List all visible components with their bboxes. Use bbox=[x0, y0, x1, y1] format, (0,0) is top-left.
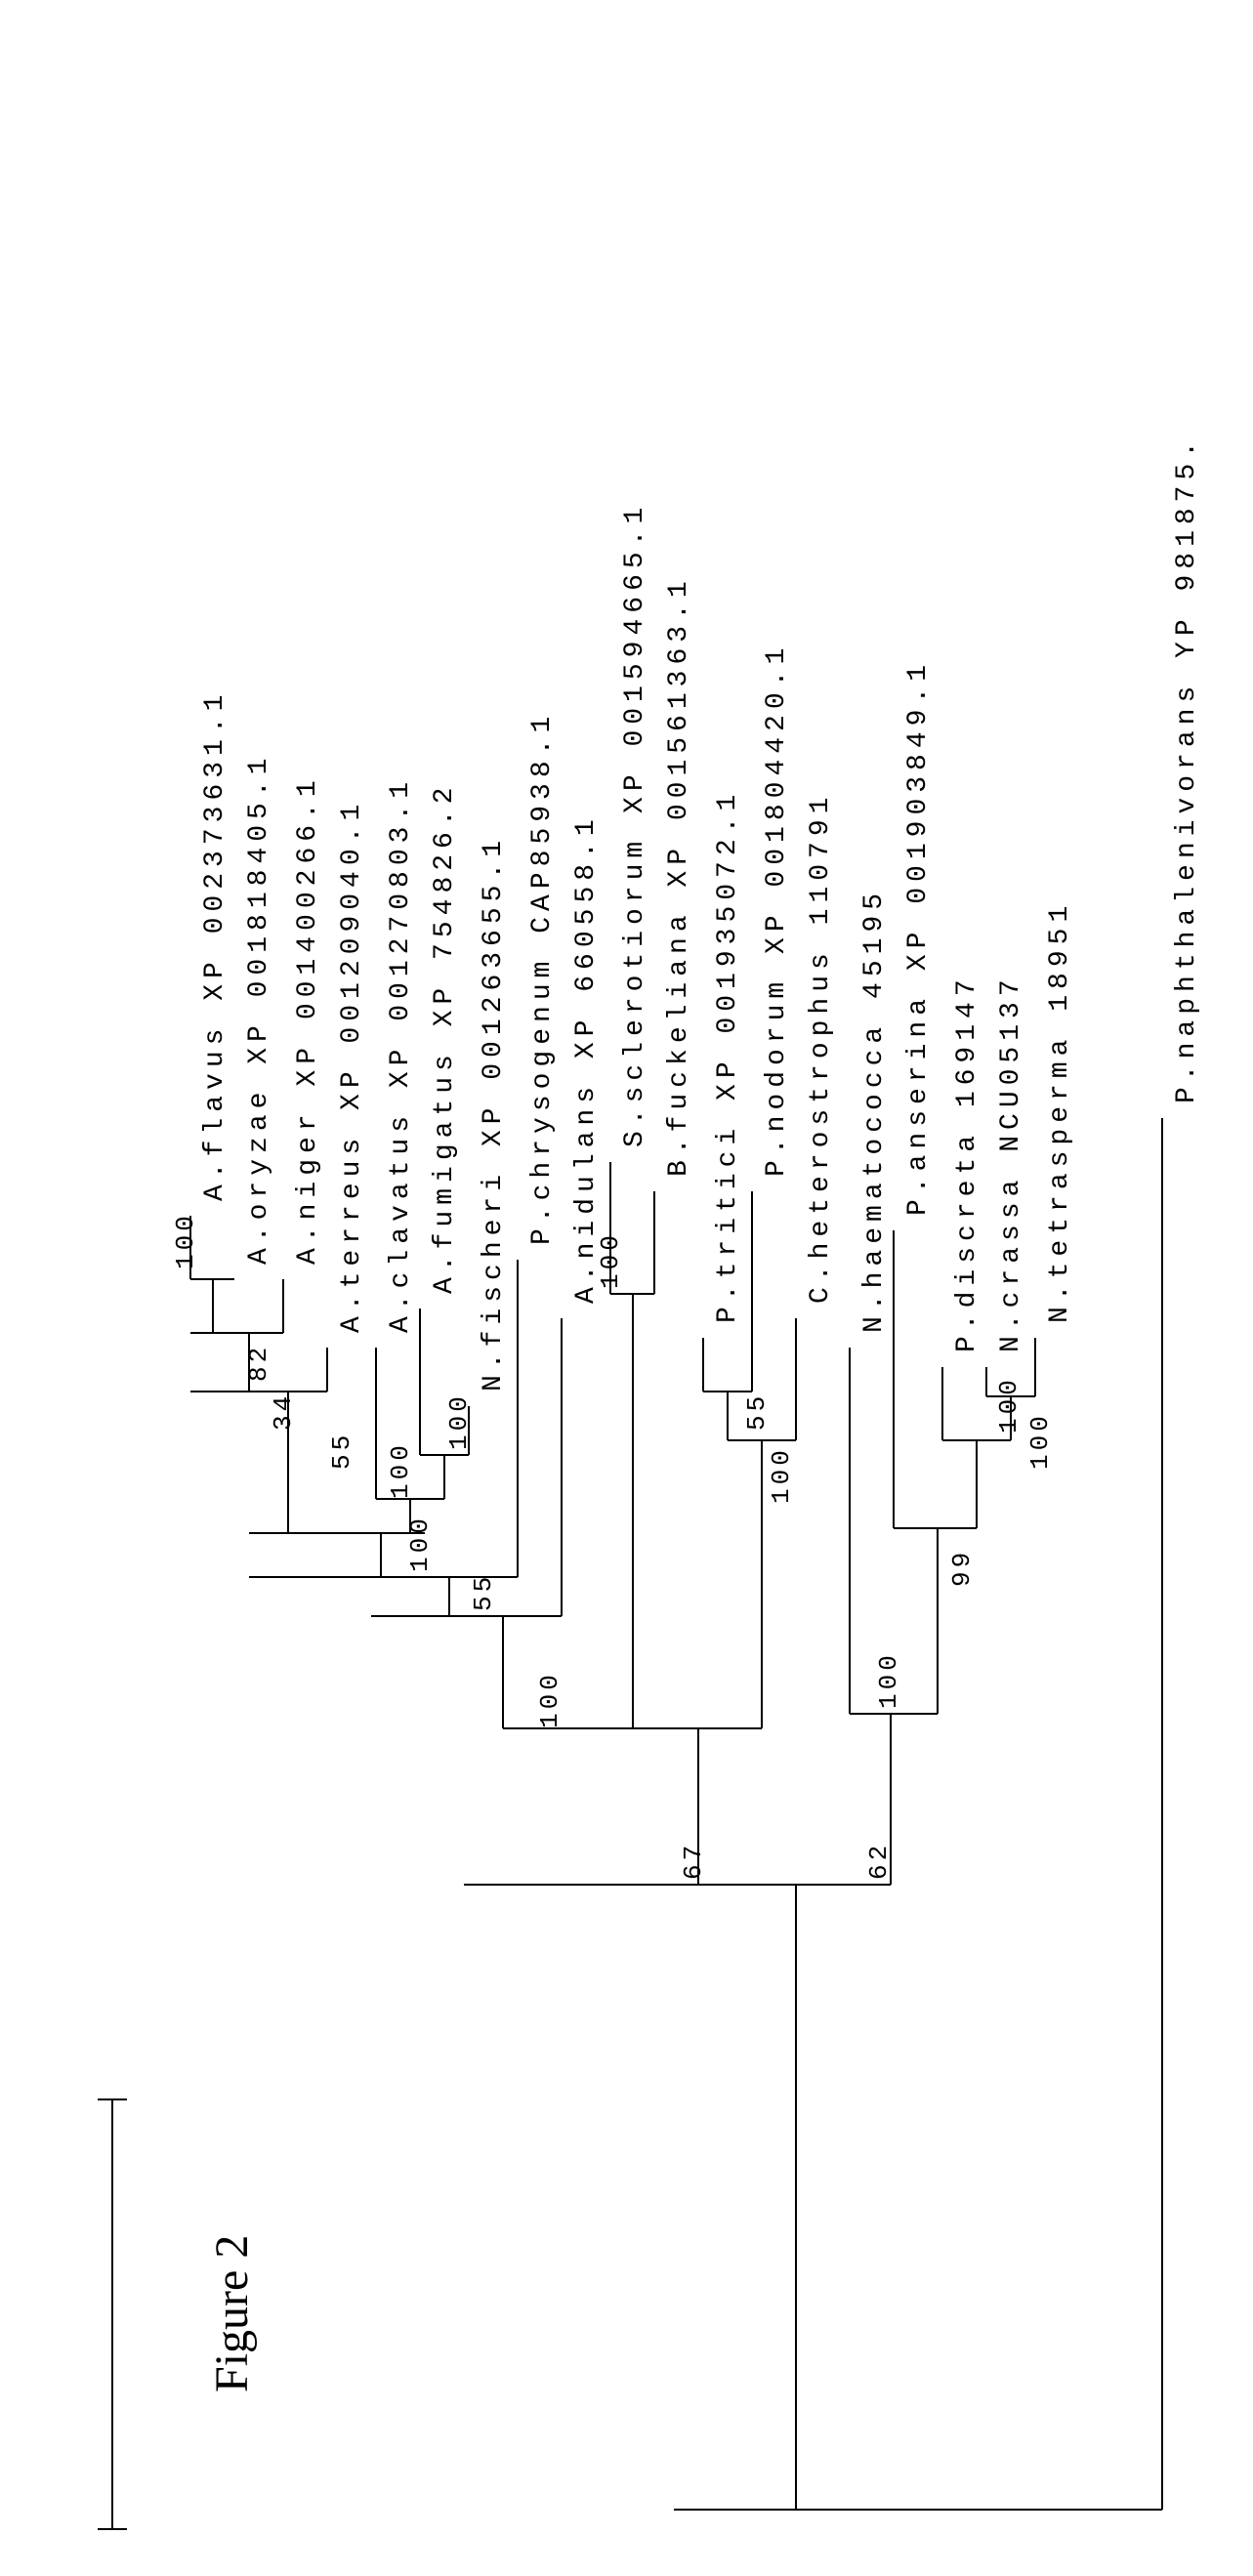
taxon-label: A.fumigatus XP 754826.2 bbox=[430, 782, 460, 1294]
taxon-label: N.tetrasperma 18951 bbox=[1045, 900, 1075, 1323]
bootstrap-value: 55 bbox=[327, 1432, 356, 1470]
taxon-label: C.heterostrophus 110791 bbox=[806, 792, 836, 1304]
bootstrap-value: 100 bbox=[767, 1446, 796, 1504]
bootstrap-value: 55 bbox=[469, 1573, 498, 1611]
bootstrap-value: 34 bbox=[269, 1392, 298, 1431]
bootstrap-value: 100 bbox=[874, 1651, 903, 1709]
taxon-label: N.crassa NCU05137 bbox=[996, 974, 1026, 1352]
taxon-label: A.terreus XP 001209040.1 bbox=[337, 799, 367, 1333]
bootstrap-value: 62 bbox=[864, 1842, 894, 1880]
bootstrap-value: 100 bbox=[171, 1212, 200, 1269]
taxon-label: N.haematococca 45195 bbox=[859, 888, 890, 1333]
taxon-label: P.naphthalenivorans YP 981875. bbox=[1172, 436, 1202, 1103]
taxon-label: A.oryzae XP 001818405.1 bbox=[244, 753, 274, 1265]
figure-title: Figure 2 bbox=[205, 2235, 259, 2392]
taxon-label: P.tritici XP 001935072.1 bbox=[713, 789, 743, 1323]
phylogenetic-tree-figure: Figure 2 A.flavus XP 002373631.1 A.oryzae… bbox=[0, 0, 1253, 2576]
taxon-label: A.clavatus XP 001270803.1 bbox=[386, 776, 416, 1333]
bootstrap-value: 55 bbox=[742, 1392, 772, 1431]
bootstrap-value: 99 bbox=[947, 1549, 977, 1587]
taxon-label: P.discreta 169147 bbox=[952, 974, 982, 1352]
taxon-label: P.nodorum XP 001804420.1 bbox=[762, 643, 792, 1177]
taxon-label: A.flavus XP 002373631.1 bbox=[200, 689, 230, 1201]
bootstrap-value: 67 bbox=[679, 1842, 708, 1880]
taxon-label: P.chrysogenum CAP85938.1 bbox=[527, 711, 558, 1245]
bootstrap-value: 100 bbox=[535, 1671, 564, 1728]
taxon-label: N.fischeri XP 001263655.1 bbox=[479, 835, 509, 1392]
bootstrap-value: 100 bbox=[1025, 1412, 1055, 1470]
bootstrap-value: 100 bbox=[386, 1441, 415, 1499]
bootstrap-value: 100 bbox=[444, 1392, 474, 1450]
taxon-label: B.fuckeliana XP 001561363.1 bbox=[664, 575, 694, 1177]
taxon-label: S.sclerotiorum XP 001594665.1 bbox=[620, 502, 650, 1147]
taxon-label: A.nidulans XP 660558.1 bbox=[571, 813, 602, 1304]
taxon-label: P.anserina XP 001903849.1 bbox=[903, 659, 934, 1216]
taxon-label: A.niger XP 001400266.1 bbox=[293, 774, 323, 1265]
bootstrap-value: 100 bbox=[596, 1231, 625, 1289]
bootstrap-value: 100 bbox=[405, 1515, 435, 1572]
bootstrap-value: 100 bbox=[994, 1376, 1023, 1433]
bootstrap-value: 82 bbox=[244, 1344, 273, 1382]
